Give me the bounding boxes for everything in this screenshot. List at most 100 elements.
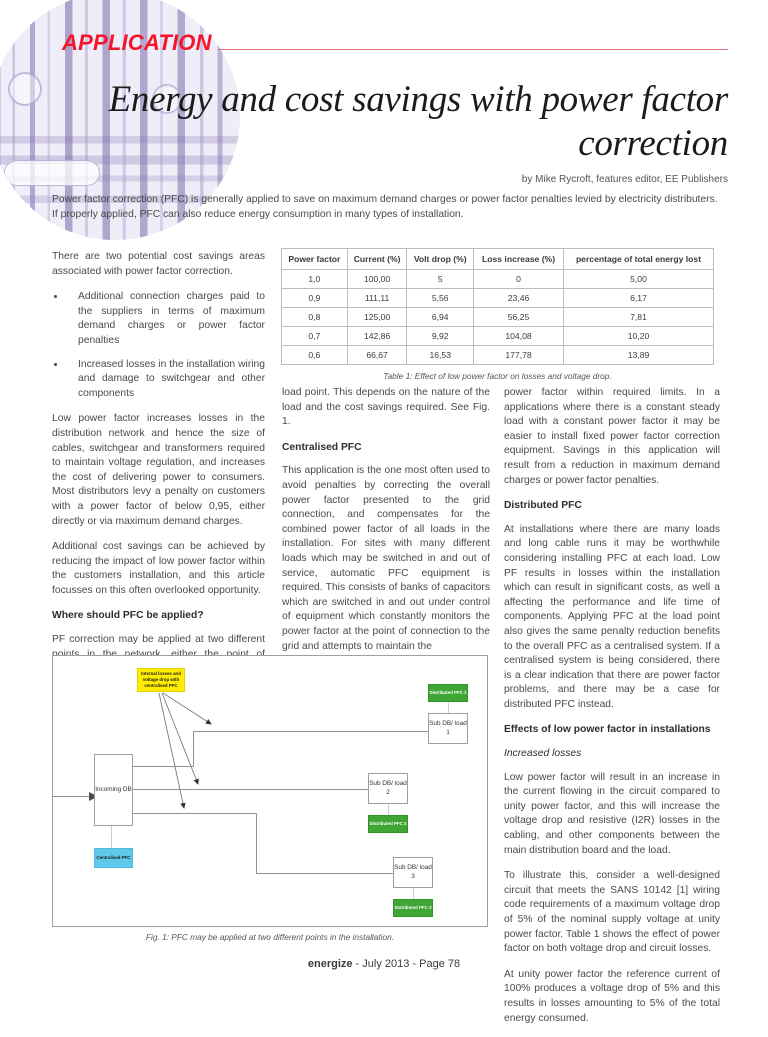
table-cell: 0,7 (281, 326, 348, 346)
figure-1-diagram: Incoming DB Centralised PFC Sub DB/ load… (52, 655, 488, 927)
table-cell: 0,8 (281, 307, 348, 327)
table-cell: 16,53 (406, 345, 475, 365)
table-cell: 0,6 (281, 345, 348, 365)
power-factor-effect-table: Power factor Current (%) Volt drop (%) L… (281, 248, 714, 365)
plant-tank-icon (4, 160, 100, 186)
distributed-pfc-3-box[interactable]: Distributed PFC 3 (393, 899, 433, 917)
right-paragraph-5: At unity power factor the reference curr… (504, 968, 720, 1024)
table-col-header: Current (%) (346, 248, 408, 270)
sub-db-load-3-box[interactable]: Sub DB/ load 3 (393, 857, 433, 888)
table-caption: Table 1: Effect of low power factor on l… (383, 371, 612, 381)
distributed-pfc-2-box[interactable]: Distributed PFC 2 (368, 815, 408, 833)
bullet-dot-icon (54, 362, 57, 366)
table-cell: 0 (473, 269, 565, 289)
distributed-pfc-1-box[interactable]: Distributed PFC 1 (428, 684, 468, 702)
right-paragraph-4: To illustrate this, consider a well-desi… (504, 870, 720, 955)
bus-line-load3-vertical (256, 813, 257, 873)
table-cell: 6,94 (406, 307, 475, 327)
table-cell: 5,56 (406, 288, 475, 308)
distributed-pfc-3-connector (413, 888, 414, 899)
left-heading-where-should-pfc-be-applied: Where should PFC be applied? (52, 610, 204, 622)
kicker-divider-rule (218, 49, 728, 50)
table-cell: 0,9 (281, 288, 348, 308)
hero-photo-industrial-plant (0, 0, 240, 240)
list-item: Increased losses in the installation wir… (52, 358, 265, 402)
plant-drum-icon (8, 72, 42, 106)
callout-leader-arrows (158, 692, 212, 809)
table-cell: 10,20 (563, 326, 714, 346)
table-header-row: Power factor Current (%) Volt drop (%) L… (281, 248, 714, 270)
left-paragraph-1: Low power factor increases losses in the… (52, 413, 265, 527)
figure-1-caption: Fig. 1: PFC may be applied at two differ… (145, 932, 395, 942)
right-text-column: power factor within required limits. In … (504, 386, 720, 1037)
magazine-name: energize (307, 958, 353, 970)
table-row: 0,8 125,00 6,94 56,25 7,81 (281, 307, 714, 327)
bus-line-load2 (133, 789, 368, 790)
table-row: 0,7 142,86 9,92 104,08 10,20 (281, 326, 714, 346)
table-cell: 56,25 (473, 307, 565, 327)
table-cell: 23,46 (473, 288, 565, 308)
table-cell: 66,67 (346, 345, 408, 365)
table-cell: 1,0 (281, 269, 348, 289)
right-paragraph-2: At installations where there are many lo… (504, 523, 720, 710)
table-cell: 13,89 (563, 345, 714, 365)
centralised-pfc-box[interactable]: Centralised PFC (94, 848, 133, 868)
distributed-pfc-2-connector (388, 804, 389, 815)
table-col-header: Volt drop (%) (406, 248, 475, 270)
callout-internal-losses-note[interactable]: Internal losses and voltage drop with ce… (137, 668, 185, 692)
table-col-header: Loss increase (%) (473, 248, 565, 270)
table-row: 0,6 66,67 16,53 177,78 13,89 (281, 345, 714, 365)
bullet-text: Additional connection charges paid to th… (78, 291, 265, 346)
bullet-dot-icon (54, 295, 57, 299)
table-cell: 100,00 (346, 269, 408, 289)
table-cell: 5,00 (563, 269, 714, 289)
section-kicker: APPLICATION (62, 30, 212, 55)
table-col-header: percentage of total energy lost (563, 248, 714, 270)
issue-and-page: - July 2013 - Page 78 (352, 958, 461, 970)
left-text-column: There are two potential cost savings are… (52, 250, 265, 688)
photo-tint-overlay (0, 0, 240, 240)
centralised-pfc-connector (111, 826, 112, 848)
right-heading-distributed-pfc: Distributed PFC (504, 500, 582, 512)
table-row: 0,9 111,11 5,56 23,46 6,17 (281, 288, 714, 308)
table-cell: 6,17 (563, 288, 714, 308)
plant-photo-texture (0, 0, 240, 240)
sub-db-load-2-box[interactable]: Sub DB/ load 2 (368, 773, 408, 804)
bus-line-load3-b (256, 873, 393, 874)
table-row: 1,0 100,00 5 0 5,00 (281, 269, 714, 289)
bus-line-load1-horizontal (133, 766, 193, 767)
plant-drum-secondary-icon (152, 84, 182, 114)
middle-text-column: load point. This depends on the nature o… (282, 386, 490, 665)
incoming-db-box[interactable]: Incoming DB (94, 754, 133, 826)
table-cell: 5 (406, 269, 475, 289)
page-title: Energy and cost savings with power facto… (108, 79, 729, 164)
sub-db-load-1-box[interactable]: Sub DB/ load 1 (428, 713, 468, 744)
article-standfirst: Power factor correction (PFC) is general… (52, 194, 718, 220)
page-footer: energize - July 2013 - Page 78 (0, 958, 768, 970)
right-paragraph-3: Low power factor will result in an incre… (504, 771, 720, 856)
bus-line-load1-vertical (193, 731, 194, 767)
right-paragraph-1: power factor within required limits. In … (504, 387, 720, 486)
left-paragraph-2: Additional cost savings can be achieved … (52, 541, 265, 596)
incoming-feed-line (53, 796, 93, 797)
bullet-text: Increased losses in the installation wir… (78, 358, 265, 399)
table-1-block: Power factor Current (%) Volt drop (%) L… (281, 248, 714, 381)
distributed-pfc-1-connector (448, 701, 449, 713)
table-cell: 177,78 (473, 345, 565, 365)
right-heading-effects-of-low-power-factor: Effects of low power factor in installat… (504, 724, 711, 736)
right-subheading-increased-losses: Increased losses (504, 748, 582, 760)
bus-line-load3-a (133, 813, 256, 814)
cost-savings-bullet-list: Additional connection charges paid to th… (52, 290, 265, 401)
bus-line-load1-top (193, 731, 428, 732)
mid-paragraph-1: load point. This depends on the nature o… (282, 387, 490, 428)
table-cell: 125,00 (346, 307, 408, 327)
mid-heading-centralised-pfc: Centralised PFC (282, 441, 362, 453)
table-cell: 111,11 (346, 288, 408, 308)
list-item: Additional connection charges paid to th… (52, 290, 265, 348)
incoming-feed-arrow-icon (89, 792, 98, 801)
table-cell: 7,81 (563, 307, 714, 327)
table-cell: 142,86 (346, 326, 408, 346)
left-intro-paragraph: There are two potential cost savings are… (52, 251, 265, 277)
article-byline: by Mike Rycroft, features editor, EE Pub… (521, 174, 728, 185)
table-cell: 9,92 (406, 326, 475, 346)
